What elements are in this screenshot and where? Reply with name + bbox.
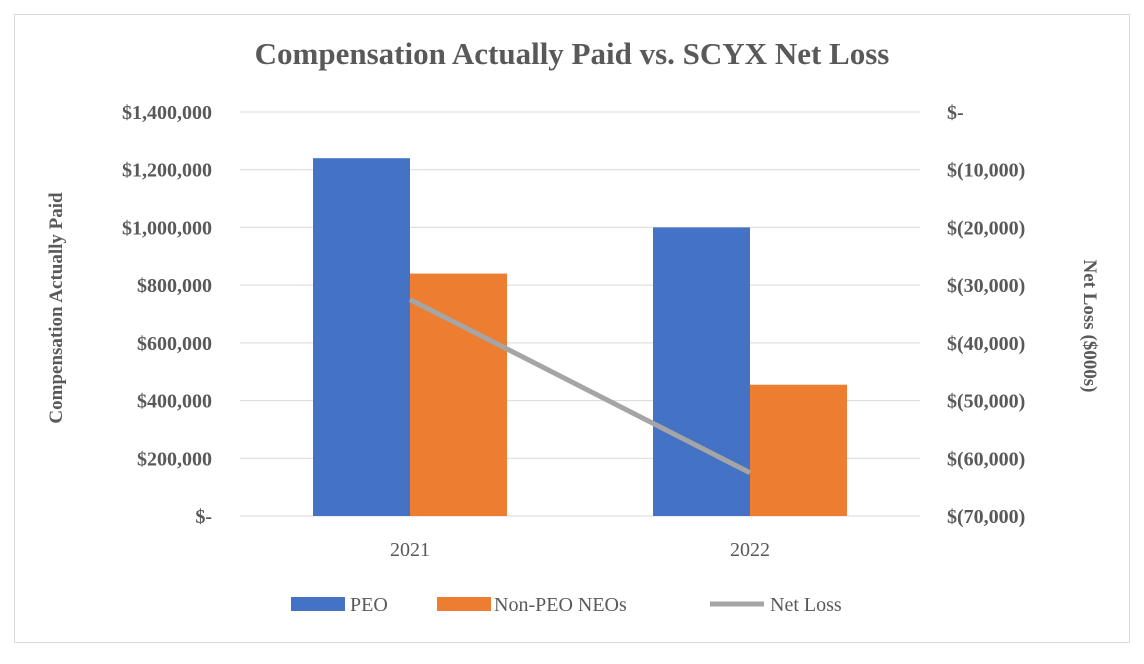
left-tick-label: $600,000 [137,333,212,355]
legend-swatch-peo [291,597,345,611]
net-loss-line [408,297,752,475]
category-label: 2021 [390,539,430,561]
left-tick-label: $800,000 [137,275,212,297]
right-tick-label: $(60,000) [947,448,1025,470]
net-loss-line-group [408,297,752,475]
category-axis-ticks: 2021 2022 [390,539,770,561]
right-tick-label: $(10,000) [947,160,1025,182]
bar-peo-2022 [653,227,750,516]
left-tick-label: $1,400,000 [122,102,212,124]
chart-title: Compensation Actually Paid vs. SCYX Net … [255,36,890,71]
right-tick-label: $(40,000) [947,333,1025,355]
left-tick-label: $- [195,506,212,528]
legend-label-net-loss: Net Loss [770,594,842,616]
right-tick-label: $(20,000) [947,217,1025,239]
right-axis-ticks: $(70,000) $(60,000) $(50,000) $(40,000) $(30… [947,102,1025,528]
left-tick-label: $200,000 [137,448,212,470]
chart-frame [14,14,1130,643]
right-axis-label: Net Loss ($000s) [1079,260,1100,393]
right-tick-label: $(70,000) [947,506,1025,528]
bars [313,158,847,516]
legend-swatch-non-peo-neos [437,597,491,611]
left-tick-label: $1,200,000 [122,160,212,182]
legend: PEO Non-PEO NEOs Net Loss [291,594,842,616]
category-label: 2022 [730,539,770,561]
bar-non-peo-neos-2021 [410,273,507,516]
left-axis-ticks: $- $200,000 $400,000 $600,000 $800,000 $1,000… [122,102,212,528]
legend-label-non-peo-neos: Non-PEO NEOs [494,594,627,616]
bar-non-peo-neos-2022 [750,384,847,516]
right-tick-label: $(50,000) [947,391,1025,413]
legend-label-peo: PEO [350,594,388,616]
right-tick-label: $(30,000) [947,275,1025,297]
left-tick-label: $1,000,000 [122,217,212,239]
bar-peo-2021 [313,158,410,516]
right-tick-label: $- [947,102,964,124]
left-tick-label: $400,000 [137,391,212,413]
left-axis-label: Compensation Actually Paid [46,192,67,424]
